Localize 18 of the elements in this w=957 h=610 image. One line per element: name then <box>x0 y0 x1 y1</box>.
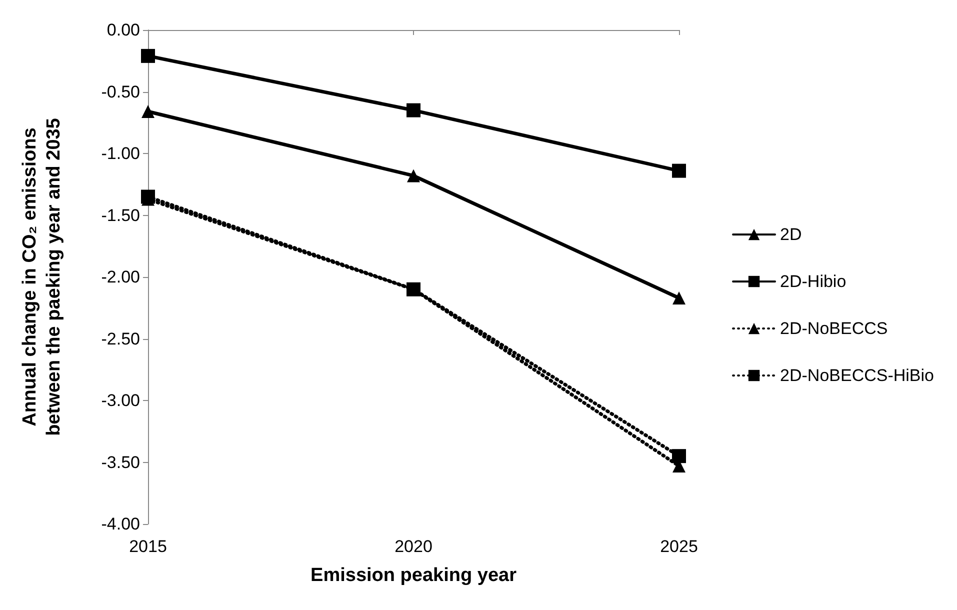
x-tick-label: 2015 <box>129 537 167 556</box>
x-tick-label: 2020 <box>394 537 432 556</box>
x-tick-label: 2025 <box>660 537 698 556</box>
y-tick-label: -4.00 <box>101 514 140 534</box>
y-axis-title: Annual change in CO₂ emissions between the paeking year and 2035 <box>20 118 64 436</box>
legend-label: 2D <box>780 225 802 244</box>
y-tick-label: -2.50 <box>101 329 140 348</box>
y-tick-label: -2.00 <box>101 268 140 286</box>
legend-label: 2D-NoBECCS-HiBio <box>780 366 934 385</box>
y-tick-label: 0.00 <box>106 20 140 40</box>
x-axis-title: Emission peaking year <box>310 565 518 586</box>
y-tick-label: -1.50 <box>101 206 140 225</box>
y-tick-label: -0.50 <box>101 82 140 102</box>
legend-label: 2D-Hibio <box>780 272 846 291</box>
legend-label: 2D-NoBECCS <box>780 319 888 338</box>
y-tick-label: -1.00 <box>101 144 140 163</box>
y-tick-label: -3.00 <box>101 391 140 410</box>
y-tick-label: -3.50 <box>101 452 140 472</box>
